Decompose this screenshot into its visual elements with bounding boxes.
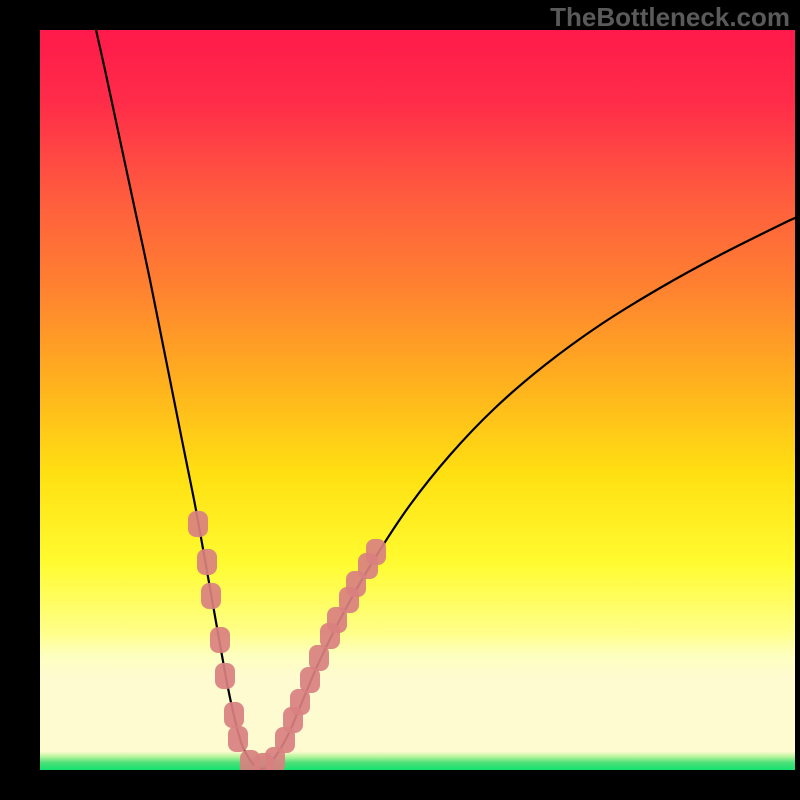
- marker-left: [224, 702, 244, 728]
- marker-left: [210, 627, 230, 653]
- curve-overlay: [0, 0, 800, 800]
- marker-left: [201, 583, 221, 609]
- curve-left: [92, 12, 257, 768]
- marker-left: [197, 549, 217, 575]
- curve-right: [257, 218, 795, 769]
- marker-right: [309, 645, 329, 671]
- marker-left: [188, 511, 208, 537]
- marker-right: [366, 539, 386, 565]
- marker-left: [215, 663, 235, 689]
- marker-left: [228, 726, 248, 752]
- chart-root: TheBottleneck.com: [0, 0, 800, 800]
